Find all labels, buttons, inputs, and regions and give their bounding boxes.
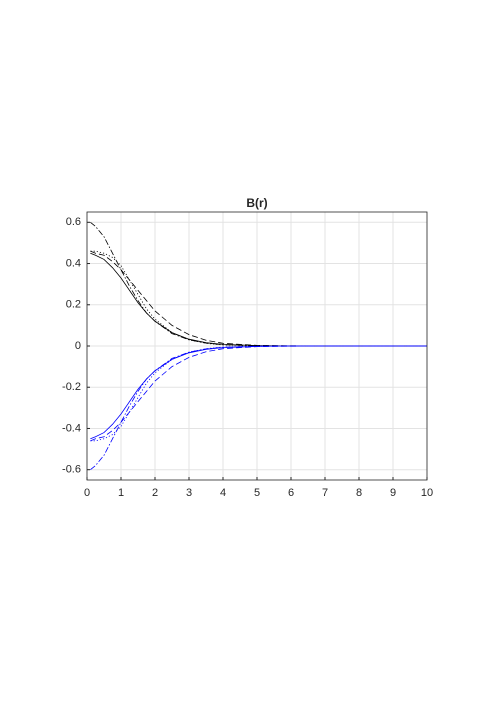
chart-title: B(r) (246, 196, 267, 210)
y-tick-label: -0.4 (62, 422, 81, 434)
y-tick-label: -0.6 (62, 464, 81, 476)
series-line (90, 250, 427, 347)
x-tick-label: 0 (84, 487, 90, 499)
y-tick-label: 0.6 (66, 216, 81, 228)
x-tick-label: 2 (152, 487, 158, 499)
x-tick-label: 5 (254, 487, 260, 499)
x-tick-label: 8 (356, 487, 362, 499)
series-line (90, 221, 427, 347)
x-tick-label: 3 (186, 487, 192, 499)
x-tick-label: 10 (421, 487, 433, 499)
y-tick-label: 0.2 (66, 299, 81, 311)
series-line (90, 345, 427, 442)
x-tick-label: 7 (322, 487, 328, 499)
axes-box (86, 211, 428, 481)
y-tick-label: 0.4 (66, 257, 81, 269)
series-line (90, 345, 427, 471)
series-line (90, 345, 427, 442)
x-tick-label: 6 (288, 487, 294, 499)
x-tick-label: 9 (390, 487, 396, 499)
x-tick-label: 4 (220, 487, 226, 499)
y-tick-label: 0 (75, 340, 81, 352)
y-tick-label: -0.2 (62, 381, 81, 393)
x-tick-label: 1 (118, 487, 124, 499)
